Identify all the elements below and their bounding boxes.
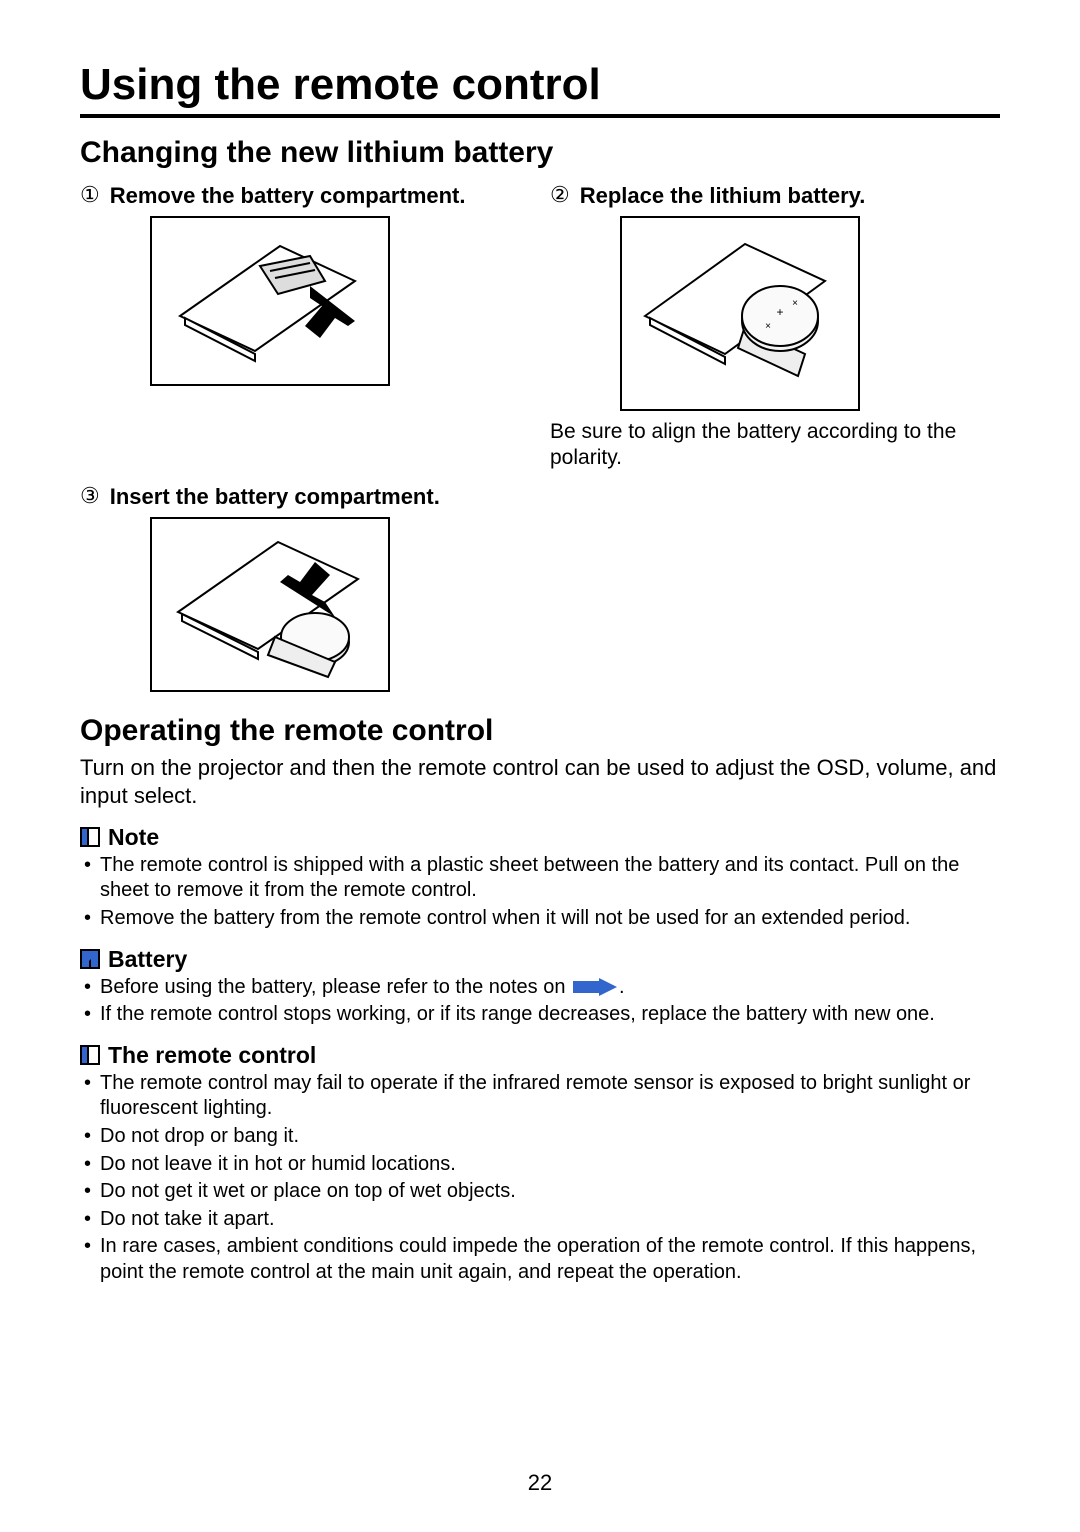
step-1-diagram	[150, 216, 390, 386]
remote-bullets: The remote control may fail to operate i…	[80, 1071, 1000, 1286]
step-2-diagram: + × ×	[620, 216, 860, 411]
steps-grid: ① Remove the battery compartment. ②	[80, 182, 1000, 700]
section-heading-battery: Changing the new lithium battery	[80, 136, 1000, 170]
battery-bullet-1: Before using the battery, please refer t…	[80, 975, 1000, 1001]
callout-battery: Battery	[80, 946, 1000, 973]
step-3-diagram	[150, 517, 390, 692]
remote-bullet-6: In rare cases, ambient conditions could …	[80, 1234, 1000, 1285]
step-2-title: ② Replace the lithium battery.	[550, 182, 1000, 210]
page-number: 22	[0, 1470, 1080, 1496]
remote-bullet-5: Do not take it apart.	[80, 1207, 1000, 1233]
remote-bullet-2: Do not drop or bang it.	[80, 1124, 1000, 1150]
remote-bullet-4: Do not get it wet or place on top of wet…	[80, 1179, 1000, 1205]
step-2: ② Replace the lithium battery. + × ×	[550, 182, 1000, 471]
battery-icon	[80, 949, 100, 969]
operating-body: Turn on the projector and then the remot…	[80, 754, 1000, 810]
step-3-num: ③	[80, 483, 100, 509]
battery-bullet-1-pre: Before using the battery, please refer t…	[100, 976, 571, 998]
step-3: ③ Insert the battery compartment.	[80, 483, 530, 700]
svg-text:+: +	[776, 305, 783, 319]
step-1-text: Remove the battery compartment.	[110, 182, 466, 210]
step-3-text: Insert the battery compartment.	[110, 483, 440, 511]
note-bullet-1: The remote control is shipped with a pla…	[80, 853, 1000, 904]
svg-text:×: ×	[792, 298, 798, 309]
note-bullet-2: Remove the battery from the remote contr…	[80, 906, 1000, 932]
step-3-title: ③ Insert the battery compartment.	[80, 483, 530, 511]
step-1-num: ①	[80, 182, 100, 208]
callout-remote-title: The remote control	[108, 1042, 316, 1069]
step-1-title: ① Remove the battery compartment.	[80, 182, 530, 210]
callout-note: Note	[80, 824, 1000, 851]
page-ref-arrow-icon	[573, 978, 617, 996]
callout-note-title: Note	[108, 824, 159, 851]
step-2-caption: Be sure to align the battery according t…	[550, 419, 980, 472]
remote-icon	[80, 1045, 100, 1065]
step-1: ① Remove the battery compartment.	[80, 182, 530, 471]
battery-bullets: Before using the battery, please refer t…	[80, 975, 1000, 1028]
note-bullets: The remote control is shipped with a pla…	[80, 853, 1000, 932]
callout-battery-title: Battery	[108, 946, 187, 973]
step-2-text: Replace the lithium battery.	[580, 182, 866, 210]
remote-bullet-1: The remote control may fail to operate i…	[80, 1071, 1000, 1122]
remote-bullet-3: Do not leave it in hot or humid location…	[80, 1152, 1000, 1178]
step-2-num: ②	[550, 182, 570, 208]
page-title: Using the remote control	[80, 60, 1000, 118]
section-heading-operating: Operating the remote control	[80, 714, 1000, 748]
battery-bullet-2: If the remote control stops working, or …	[80, 1002, 1000, 1028]
svg-text:×: ×	[765, 321, 771, 332]
note-icon	[80, 827, 100, 847]
callout-remote: The remote control	[80, 1042, 1000, 1069]
battery-bullet-1-post: .	[619, 976, 625, 998]
